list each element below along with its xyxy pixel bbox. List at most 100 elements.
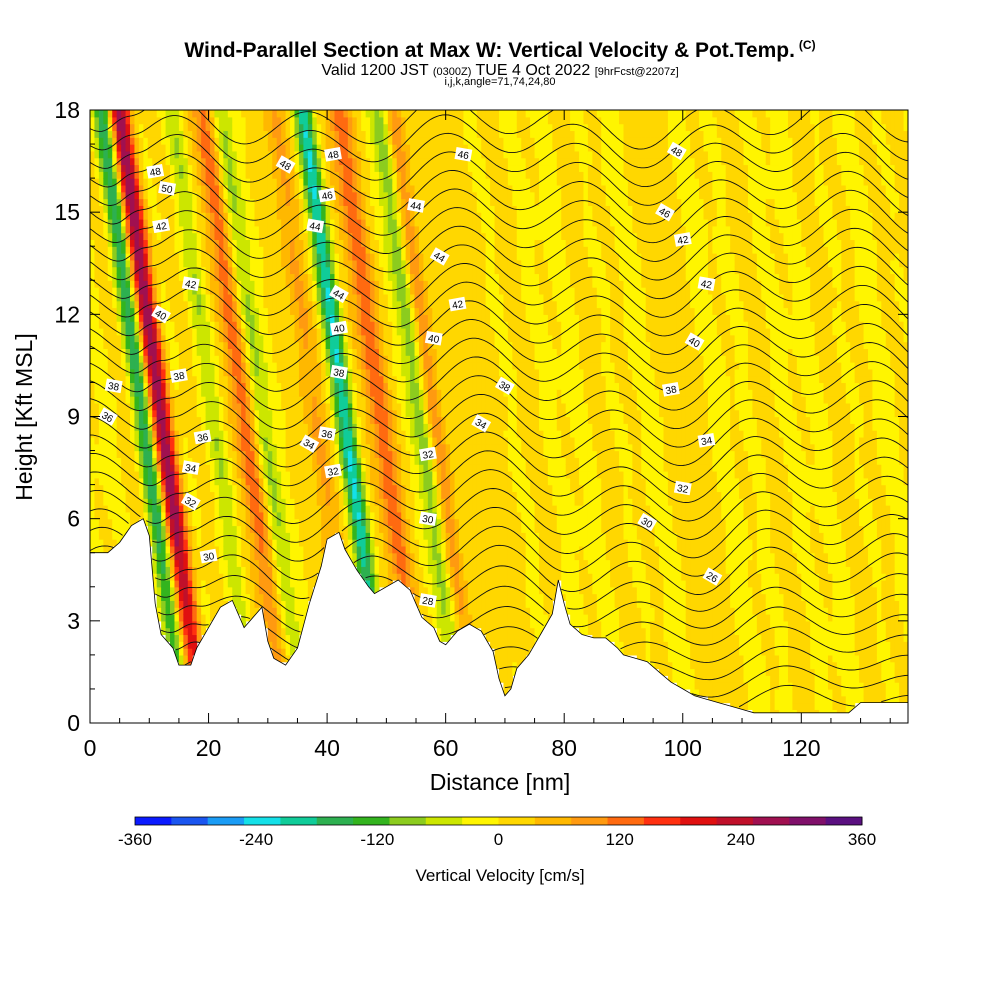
velocity-cell <box>170 505 175 512</box>
velocity-cell <box>214 130 219 137</box>
velocity-cell <box>268 287 273 294</box>
velocity-cell <box>103 512 108 519</box>
velocity-cell <box>330 124 335 131</box>
velocity-cell <box>259 512 264 519</box>
velocity-cell <box>330 267 335 274</box>
velocity-cell <box>308 580 313 587</box>
velocity-cell <box>357 382 362 389</box>
velocity-cell <box>286 376 291 383</box>
velocity-cell <box>392 505 397 512</box>
velocity-cell <box>148 287 153 294</box>
velocity-cell <box>170 226 175 233</box>
velocity-cell <box>134 396 139 403</box>
velocity-cell <box>108 212 113 219</box>
velocity-cell <box>237 594 242 601</box>
velocity-cell <box>90 355 95 362</box>
velocity-cell <box>317 478 322 485</box>
velocity-cell <box>130 280 135 287</box>
velocity-cell <box>201 369 206 376</box>
velocity-cell <box>295 226 300 233</box>
velocity-cell <box>357 212 362 219</box>
velocity-cell <box>277 376 282 383</box>
velocity-cell <box>246 362 251 369</box>
velocity-cell <box>370 308 375 315</box>
velocity-cell <box>312 485 317 492</box>
velocity-cell <box>241 219 246 226</box>
velocity-cell <box>388 532 393 539</box>
velocity-cell <box>330 505 335 512</box>
velocity-cell <box>214 417 219 424</box>
velocity-cell <box>335 314 340 321</box>
velocity-cell <box>90 205 95 212</box>
velocity-cell <box>308 417 313 424</box>
velocity-cell <box>214 423 219 430</box>
velocity-cell <box>259 335 264 342</box>
velocity-cell <box>130 117 135 124</box>
velocity-cell <box>330 233 335 240</box>
velocity-cell <box>379 171 384 178</box>
velocity-cell <box>179 294 184 301</box>
velocity-cell <box>308 314 313 321</box>
velocity-cell <box>286 328 291 335</box>
velocity-cell <box>290 410 295 417</box>
velocity-cell <box>392 532 397 539</box>
velocity-cell <box>228 539 233 546</box>
velocity-cell <box>370 423 375 430</box>
velocity-cell <box>308 171 313 178</box>
velocity-cell <box>174 600 179 607</box>
velocity-cell <box>303 362 308 369</box>
velocity-cell <box>263 430 268 437</box>
velocity-cell <box>263 362 268 369</box>
velocity-cell <box>370 273 375 280</box>
velocity-cell <box>130 376 135 383</box>
velocity-cell <box>152 212 157 219</box>
velocity-cell <box>179 560 184 567</box>
velocity-cell <box>250 417 255 424</box>
velocity-cell <box>223 457 228 464</box>
velocity-cell <box>343 267 348 274</box>
velocity-cell <box>214 539 219 546</box>
velocity-cell <box>286 355 291 362</box>
velocity-cell <box>290 519 295 526</box>
velocity-cell <box>152 451 157 458</box>
velocity-cell <box>317 451 322 458</box>
velocity-cell <box>166 280 171 287</box>
velocity-cell <box>246 226 251 233</box>
velocity-cell <box>259 219 264 226</box>
velocity-cell <box>339 267 344 274</box>
velocity-cell <box>299 587 304 594</box>
velocity-cell <box>183 560 188 567</box>
velocity-cell <box>161 355 166 362</box>
velocity-cell <box>268 124 273 131</box>
velocity-cell <box>232 185 237 192</box>
velocity-cell <box>370 144 375 151</box>
velocity-cell <box>90 233 95 240</box>
velocity-cell <box>152 158 157 165</box>
velocity-cell <box>188 328 193 335</box>
velocity-cell <box>201 532 206 539</box>
velocity-cell <box>201 342 206 349</box>
velocity-cell <box>228 525 233 532</box>
velocity-cell <box>174 491 179 498</box>
velocity-cell <box>321 301 326 308</box>
velocity-cell <box>117 321 122 328</box>
velocity-cell <box>263 233 268 240</box>
velocity-cell <box>357 444 362 451</box>
velocity-cell <box>370 117 375 124</box>
velocity-cell <box>379 253 384 260</box>
velocity-cell <box>206 471 211 478</box>
velocity-cell <box>112 403 117 410</box>
velocity-cell <box>94 376 99 383</box>
velocity-cell <box>157 233 162 240</box>
velocity-cell <box>281 376 286 383</box>
velocity-cell <box>201 464 206 471</box>
velocity-cell <box>321 212 326 219</box>
velocity-cell <box>237 185 242 192</box>
velocity-cell <box>268 117 273 124</box>
velocity-cell <box>361 417 366 424</box>
velocity-cell <box>206 348 211 355</box>
velocity-cell <box>259 308 264 315</box>
velocity-cell <box>126 376 131 383</box>
velocity-cell <box>223 505 228 512</box>
velocity-cell <box>108 171 113 178</box>
